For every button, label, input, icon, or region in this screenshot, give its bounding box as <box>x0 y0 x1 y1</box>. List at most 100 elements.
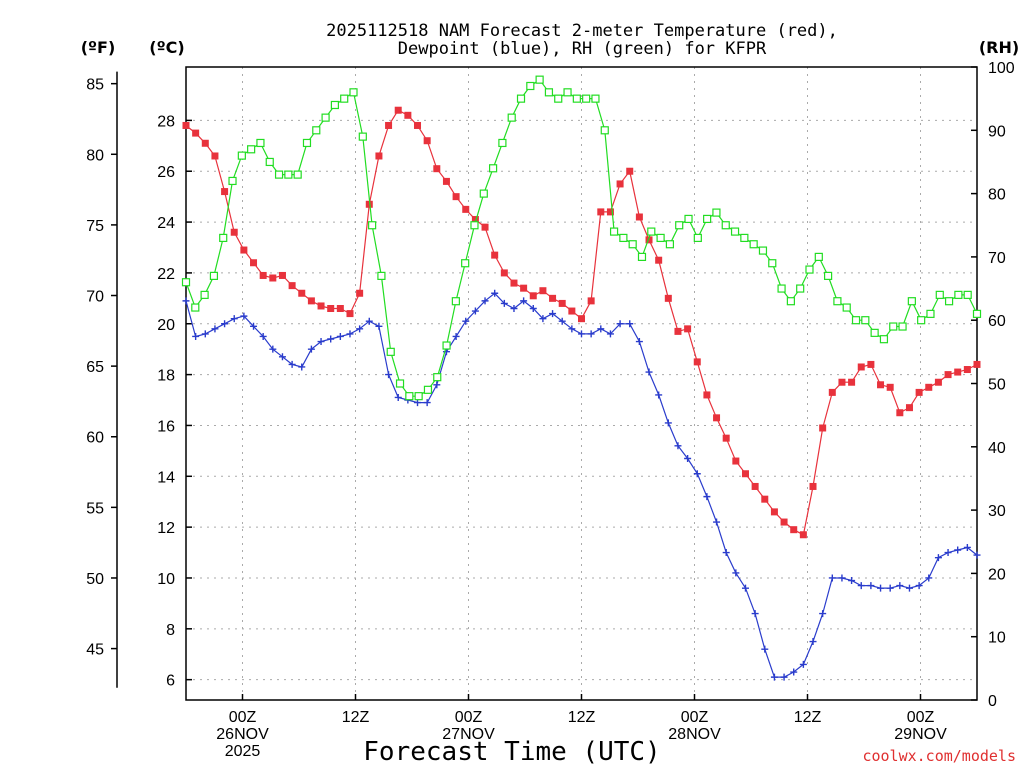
temperature-point <box>288 282 296 290</box>
dewpoint-point <box>703 493 711 501</box>
temperature-point <box>365 200 373 208</box>
series-dewpoint <box>182 289 981 681</box>
rh-point <box>917 316 926 325</box>
temperature-point <box>298 289 306 297</box>
rh-point <box>461 259 470 268</box>
temperature-point <box>809 482 817 490</box>
temperature-point <box>828 388 836 396</box>
rh-point <box>321 113 330 122</box>
rh-point <box>414 392 423 401</box>
dewpoint-point <box>269 345 277 353</box>
temperature-point <box>201 139 209 147</box>
temperature-point <box>626 167 634 175</box>
rh-point <box>554 94 563 103</box>
dewpoint-point <box>790 668 798 676</box>
dewpoint-point <box>664 419 672 427</box>
dewpoint-point <box>192 332 200 340</box>
rh-point <box>907 297 916 306</box>
celsius-unit-label: (ºC) <box>149 38 184 57</box>
dewpoint-point <box>500 299 508 307</box>
temperature-point <box>780 518 788 526</box>
time-tick-label: 28NOV <box>668 726 721 743</box>
dewpoint-point <box>809 638 817 646</box>
series-layer <box>181 75 982 681</box>
temperature-point <box>230 228 238 236</box>
rh-tick-label: 60 <box>988 313 1006 330</box>
dewpoint-point <box>722 549 730 557</box>
series-temperature <box>182 106 981 539</box>
temperature-point <box>182 121 190 129</box>
rh-point <box>572 94 581 103</box>
celsius-tick-label: 18 <box>157 368 175 385</box>
dewpoint-point <box>491 289 499 297</box>
rh-point <box>219 233 228 243</box>
rh-point <box>730 227 740 236</box>
rh-point <box>675 221 684 230</box>
temperature-point <box>433 165 441 173</box>
temperature-point <box>568 307 576 315</box>
dewpoint-point <box>626 320 634 328</box>
axes: 45 50 55 60 65 70 75 80 85 6 8 10 12 14 16 18 20 22 24 26 28… <box>86 60 1015 760</box>
rh-point <box>265 157 274 167</box>
temperature-point <box>529 292 537 300</box>
dewpoint-point <box>433 381 441 389</box>
temperature-point <box>915 388 923 396</box>
dewpoint-point <box>259 332 267 340</box>
fahrenheit-unit-label: (ºF) <box>81 38 116 57</box>
celsius-tick-label: 6 <box>166 673 175 690</box>
rh-point <box>209 271 219 280</box>
rh-point <box>824 271 833 280</box>
rh-point <box>284 170 293 179</box>
dewpoint-point <box>221 320 229 328</box>
dewpoint-point <box>838 574 846 582</box>
rh-point <box>200 290 209 299</box>
temperature-point <box>713 414 721 422</box>
dewpoint-point <box>471 307 479 315</box>
dewpoint-point <box>770 673 778 681</box>
celsius-tick-label: 28 <box>157 113 175 130</box>
rh-point <box>544 88 554 97</box>
temperature-point <box>838 378 846 386</box>
dewpoint-point <box>713 518 721 526</box>
dewpoint-point <box>356 325 364 333</box>
dewpoint-point <box>954 546 962 554</box>
temperature-point <box>578 315 585 323</box>
rh-point <box>777 284 786 293</box>
temperature-point <box>500 269 508 277</box>
rh-point <box>181 278 191 287</box>
dewpoint-point <box>307 345 315 353</box>
temperature-point <box>684 325 692 333</box>
rh-point <box>516 94 526 103</box>
time-tick-label: 00Z <box>455 709 483 726</box>
rh-point <box>498 138 507 148</box>
rh-point <box>851 316 861 325</box>
rh-point <box>721 221 730 230</box>
temperature-point <box>394 106 402 114</box>
time-tick-label: 27NOV <box>442 726 495 743</box>
rh-point <box>926 309 935 318</box>
dewpoint-point <box>481 297 489 305</box>
dewpoint-point <box>240 312 248 320</box>
dewpoint-point <box>327 335 335 343</box>
dewpoint-point <box>394 393 402 401</box>
temperature-point <box>761 495 769 503</box>
rh-tick-label: 80 <box>988 187 1006 204</box>
temperature-point <box>722 434 730 442</box>
time-tick-label: 00Z <box>229 709 257 726</box>
temperature-point <box>664 294 672 302</box>
rh-point <box>405 392 414 401</box>
temperature-point <box>790 526 798 534</box>
fahrenheit-tick-label: 75 <box>86 218 104 235</box>
dewpoint-point <box>877 584 885 592</box>
rh-point <box>628 240 637 249</box>
temperature-point <box>693 358 701 366</box>
temperature-point <box>848 378 856 386</box>
rh-point <box>879 335 889 344</box>
dewpoint-point <box>462 317 470 325</box>
rh-point <box>386 347 395 356</box>
fahrenheit-tick-label: 85 <box>86 77 104 94</box>
temperature-point <box>799 531 807 539</box>
dewpoint-point <box>799 660 807 668</box>
temperature-point <box>674 327 682 335</box>
